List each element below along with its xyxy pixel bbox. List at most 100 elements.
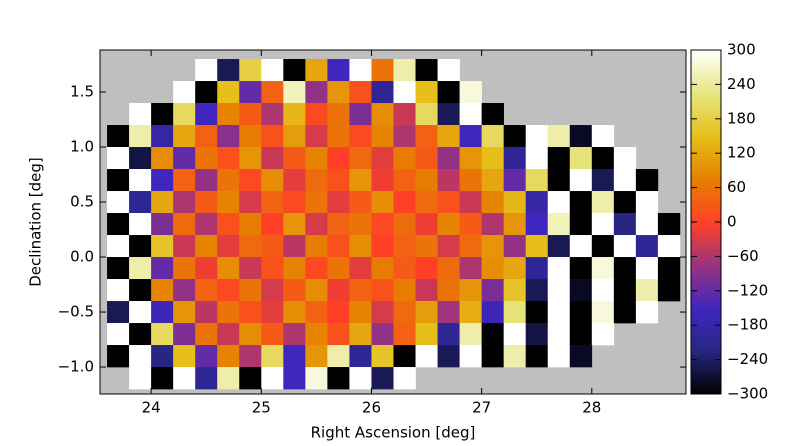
heatmap-cell (129, 191, 152, 214)
heatmap-cell (195, 279, 218, 302)
heatmap-cell (415, 323, 438, 346)
heatmap-cell (217, 367, 240, 390)
heatmap-cell (151, 323, 174, 346)
heatmap-cell (547, 191, 571, 214)
colorbar-segment (691, 259, 721, 263)
colorbar-segment (691, 373, 721, 378)
colorbar-segment (691, 161, 721, 166)
colorbar-segment (691, 322, 721, 326)
heatmap-cell (305, 345, 328, 368)
colorbar-segment (691, 158, 721, 163)
heatmap-cell (283, 301, 306, 324)
heatmap-cell (107, 345, 130, 368)
colorbar-segment (691, 365, 721, 369)
colorbar-segment (691, 222, 721, 226)
colorbar-segment (691, 325, 721, 329)
colorbar-segment (691, 115, 721, 120)
heatmap-cell (371, 125, 394, 148)
heatmap-cell (107, 235, 130, 258)
colorbar-tick-label: 0 (727, 213, 737, 231)
heatmap-cell (591, 279, 615, 302)
heatmap-cell (217, 147, 240, 170)
heatmap-cell (591, 213, 615, 236)
colorbar-segment (691, 176, 721, 180)
heatmap-cell (569, 191, 593, 214)
colorbar-tick-label: 180 (727, 109, 756, 127)
heatmap-cell (481, 191, 504, 214)
heatmap-cell (547, 323, 571, 346)
heatmap-cell (437, 257, 460, 280)
heatmap-cell (305, 59, 328, 82)
heatmap-cell (217, 81, 240, 104)
heatmap-cell (437, 345, 460, 368)
heatmap-cell (525, 191, 549, 214)
x-tick-label: 26 (362, 399, 381, 417)
heatmap-cell (327, 279, 350, 302)
heatmap-cell (327, 169, 350, 192)
heatmap-cell (349, 279, 372, 302)
heatmap-cell (261, 169, 284, 192)
heatmap-cell (283, 103, 306, 126)
colorbar-segment (691, 104, 721, 108)
heatmap-cell (613, 235, 637, 258)
heatmap-cell (327, 213, 350, 236)
heatmap-cell (437, 103, 460, 126)
heatmap-cell (349, 235, 372, 258)
heatmap-cell (173, 147, 196, 170)
colorbar-segment (691, 273, 721, 277)
heatmap-cell (173, 81, 196, 104)
colorbar-segment (691, 388, 721, 392)
heatmap-cell (569, 235, 593, 258)
heatmap-cell (129, 367, 152, 390)
heatmap-cell (635, 169, 659, 192)
heatmap-cell (393, 213, 416, 236)
colorbar-segment (691, 196, 721, 200)
heatmap-cell (459, 257, 482, 280)
heatmap-cell (459, 125, 482, 148)
heatmap-cell (129, 345, 152, 368)
heatmap-cell (459, 323, 482, 346)
heatmap-cell (547, 147, 571, 170)
heatmap-cell (129, 103, 152, 126)
heatmap-cell (195, 147, 218, 170)
heatmap-cell (173, 301, 196, 324)
colorbar-segment (691, 371, 721, 375)
heatmap-cell (657, 213, 681, 236)
heatmap-cell (129, 323, 152, 346)
colorbar-segment (691, 359, 721, 363)
heatmap-cell (525, 345, 549, 368)
heatmap-cell (173, 323, 196, 346)
heatmap-cell (459, 81, 482, 104)
heatmap-cell (239, 59, 262, 82)
colorbar-segment (691, 308, 721, 312)
y-tick-label: 1.0 (70, 138, 94, 156)
heatmap-cell (393, 301, 416, 324)
heatmap-cell (547, 213, 571, 236)
colorbar-segment (691, 210, 721, 214)
heatmap-cell (415, 125, 438, 148)
heatmap-cell (349, 345, 372, 368)
heatmap-cell (591, 323, 615, 346)
heatmap-cell (305, 125, 328, 148)
heatmap-cell (349, 125, 372, 148)
heatmap-cell (635, 213, 659, 236)
heatmap-cell (657, 235, 681, 258)
colorbar-segment (691, 187, 721, 191)
colorbar-segment (691, 313, 721, 318)
heatmap-cell (327, 345, 350, 368)
heatmap-cell (305, 213, 328, 236)
colorbar-segment (691, 290, 721, 295)
x-tick-label: 24 (142, 399, 161, 417)
heatmap-cell (525, 125, 549, 148)
heatmap-cell (107, 213, 130, 236)
heatmap-cell (415, 345, 438, 368)
colorbar-segment (691, 93, 721, 97)
heatmap-cell (283, 125, 306, 148)
heatmap-cell (349, 301, 372, 324)
colorbar-segment (691, 156, 721, 160)
heatmap-cell (305, 301, 328, 324)
heatmap-cell (613, 213, 637, 236)
colorbar-tick-label: 60 (727, 178, 746, 196)
colorbar-segment (691, 267, 721, 272)
heatmap-cell (415, 301, 438, 324)
